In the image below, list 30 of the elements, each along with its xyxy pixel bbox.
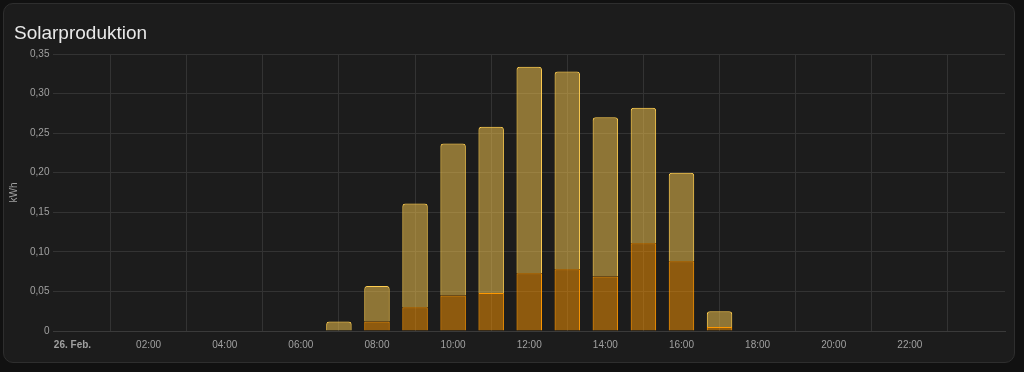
y-tick-label: 0,05 — [29, 285, 50, 297]
x-tick-label: 08:00 — [364, 338, 390, 350]
chart-title: Solarproduktion — [14, 22, 148, 44]
y-tick-label: 0,30 — [29, 87, 50, 99]
x-tick-label: 22:00 — [897, 338, 923, 350]
x-tick-label: 04:00 — [212, 338, 238, 350]
y-tick-label: 0,20 — [29, 166, 50, 178]
x-tick-label: 20:00 — [821, 338, 847, 350]
bar — [592, 276, 619, 331]
x-tick-label: 16:00 — [668, 338, 695, 350]
y-tick-label: 0,25 — [29, 126, 50, 138]
x-tick-label: 26. Feb. — [53, 338, 92, 350]
x-tick-label: 18:00 — [745, 338, 771, 350]
bar — [554, 269, 581, 331]
bar — [516, 273, 542, 331]
x-tick-label: 12:00 — [516, 338, 543, 350]
bar — [478, 293, 504, 331]
y-tick-label: 0,15 — [29, 206, 50, 218]
x-tick-label: 14:00 — [592, 338, 619, 350]
y-axis-title: kWh — [7, 182, 19, 203]
x-tick-label: 10:00 — [440, 338, 467, 350]
x-tick-label: 06:00 — [288, 338, 314, 350]
y-tick-label: 0,35 — [29, 47, 50, 59]
bar — [669, 262, 694, 331]
bar — [441, 296, 465, 331]
y-tick-label: 0 — [43, 324, 50, 336]
y-tick-label: 0,10 — [29, 245, 50, 257]
bar — [631, 244, 656, 331]
x-tick-label: 02:00 — [136, 338, 162, 350]
bar — [403, 308, 427, 331]
